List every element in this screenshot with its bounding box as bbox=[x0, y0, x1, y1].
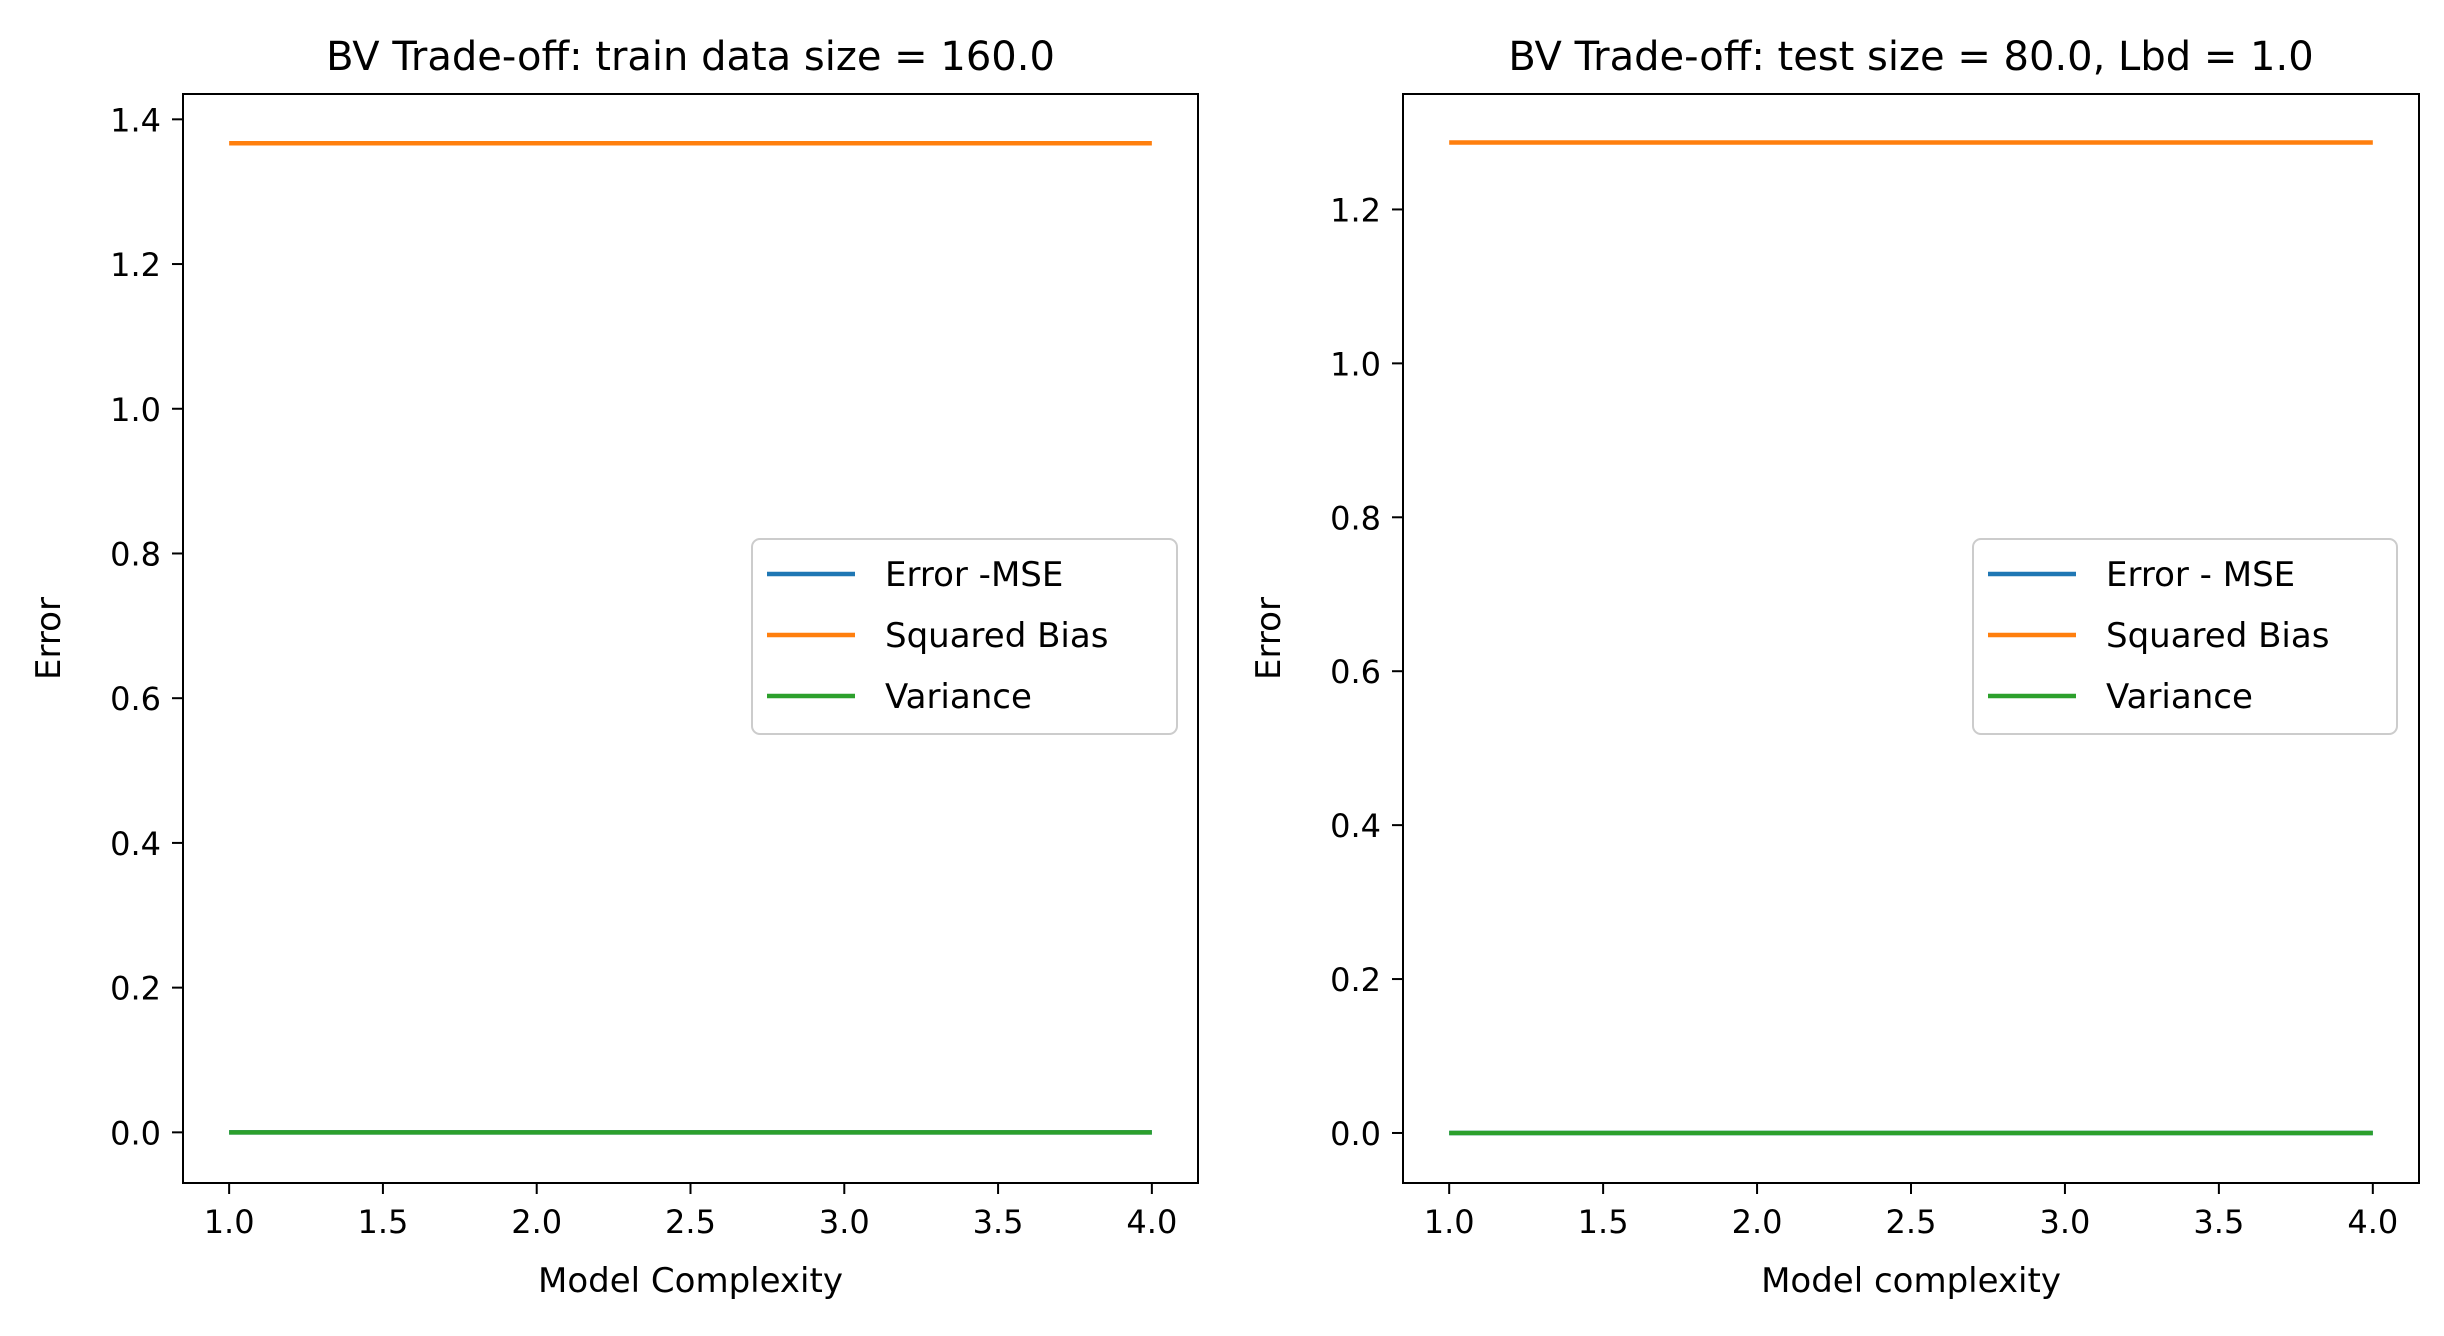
legend-label: Squared Bias bbox=[2106, 616, 2329, 656]
y-tick-label: 0.6 bbox=[110, 680, 161, 718]
y-tick-label: 0.8 bbox=[110, 535, 161, 573]
chart-panel-right: BV Trade-off: test size = 80.0, Lbd = 1.… bbox=[1249, 34, 2420, 1301]
y-tick-label: 0.2 bbox=[110, 970, 161, 1008]
x-tick-label: 2.0 bbox=[511, 1203, 562, 1241]
x-tick-label: 2.5 bbox=[1886, 1203, 1937, 1241]
y-tick-label: 1.0 bbox=[110, 391, 161, 429]
y-tick-label: 1.4 bbox=[110, 101, 161, 139]
legend: Error - MSE Squared Bias Variance bbox=[1972, 538, 2398, 735]
x-tick-label: 3.0 bbox=[819, 1203, 870, 1241]
x-tick-label: 3.0 bbox=[2039, 1203, 2090, 1241]
legend: Error -MSE Squared Bias Variance bbox=[751, 538, 1178, 735]
y-tick-label: 0.0 bbox=[1330, 1115, 1381, 1153]
x-tick-label: 1.5 bbox=[1578, 1203, 1629, 1241]
x-tick-label: 4.0 bbox=[1126, 1203, 1177, 1241]
y-tick-label: 1.0 bbox=[1330, 345, 1381, 383]
y-tick-label: 1.2 bbox=[110, 246, 161, 284]
x-tick-label: 1.5 bbox=[357, 1203, 408, 1241]
legend-label: Error -MSE bbox=[885, 555, 1063, 595]
x-tick-label: 2.5 bbox=[665, 1203, 716, 1241]
x-tick-label: 1.0 bbox=[204, 1203, 255, 1241]
chart-title: BV Trade-off: train data size = 160.0 bbox=[326, 34, 1055, 80]
y-axis-label: Error bbox=[29, 597, 69, 680]
legend-box bbox=[751, 538, 1178, 735]
y-tick-label: 0.4 bbox=[110, 825, 161, 863]
legend-label: Squared Bias bbox=[885, 616, 1108, 656]
y-tick-label: 0.8 bbox=[1330, 499, 1381, 537]
x-axis-label: Model Complexity bbox=[538, 1261, 843, 1301]
chart-panel-left: BV Trade-off: train data size = 160.0 1.0… bbox=[29, 34, 1199, 1301]
y-tick-label: 0.4 bbox=[1330, 807, 1381, 845]
legend-box bbox=[1972, 538, 2398, 735]
y-tick-label: 0.0 bbox=[110, 1114, 161, 1152]
y-tick-label: 0.6 bbox=[1330, 653, 1381, 691]
x-tick-label: 1.0 bbox=[1424, 1203, 1475, 1241]
chart-title: BV Trade-off: test size = 80.0, Lbd = 1.… bbox=[1508, 34, 2313, 80]
y-tick-label: 0.2 bbox=[1330, 961, 1381, 999]
y-tick-label: 1.2 bbox=[1330, 191, 1381, 229]
x-tick-label: 3.5 bbox=[973, 1203, 1024, 1241]
x-tick-label: 2.0 bbox=[1732, 1203, 1783, 1241]
legend-label: Error - MSE bbox=[2106, 555, 2295, 595]
legend-label: Variance bbox=[2106, 677, 2253, 717]
y-axis-label: Error bbox=[1249, 597, 1289, 680]
legend-label: Variance bbox=[885, 677, 1032, 717]
x-tick-label: 3.5 bbox=[2193, 1203, 2244, 1241]
x-axis-label: Model complexity bbox=[1761, 1261, 2061, 1301]
x-tick-label: 4.0 bbox=[2347, 1203, 2398, 1241]
